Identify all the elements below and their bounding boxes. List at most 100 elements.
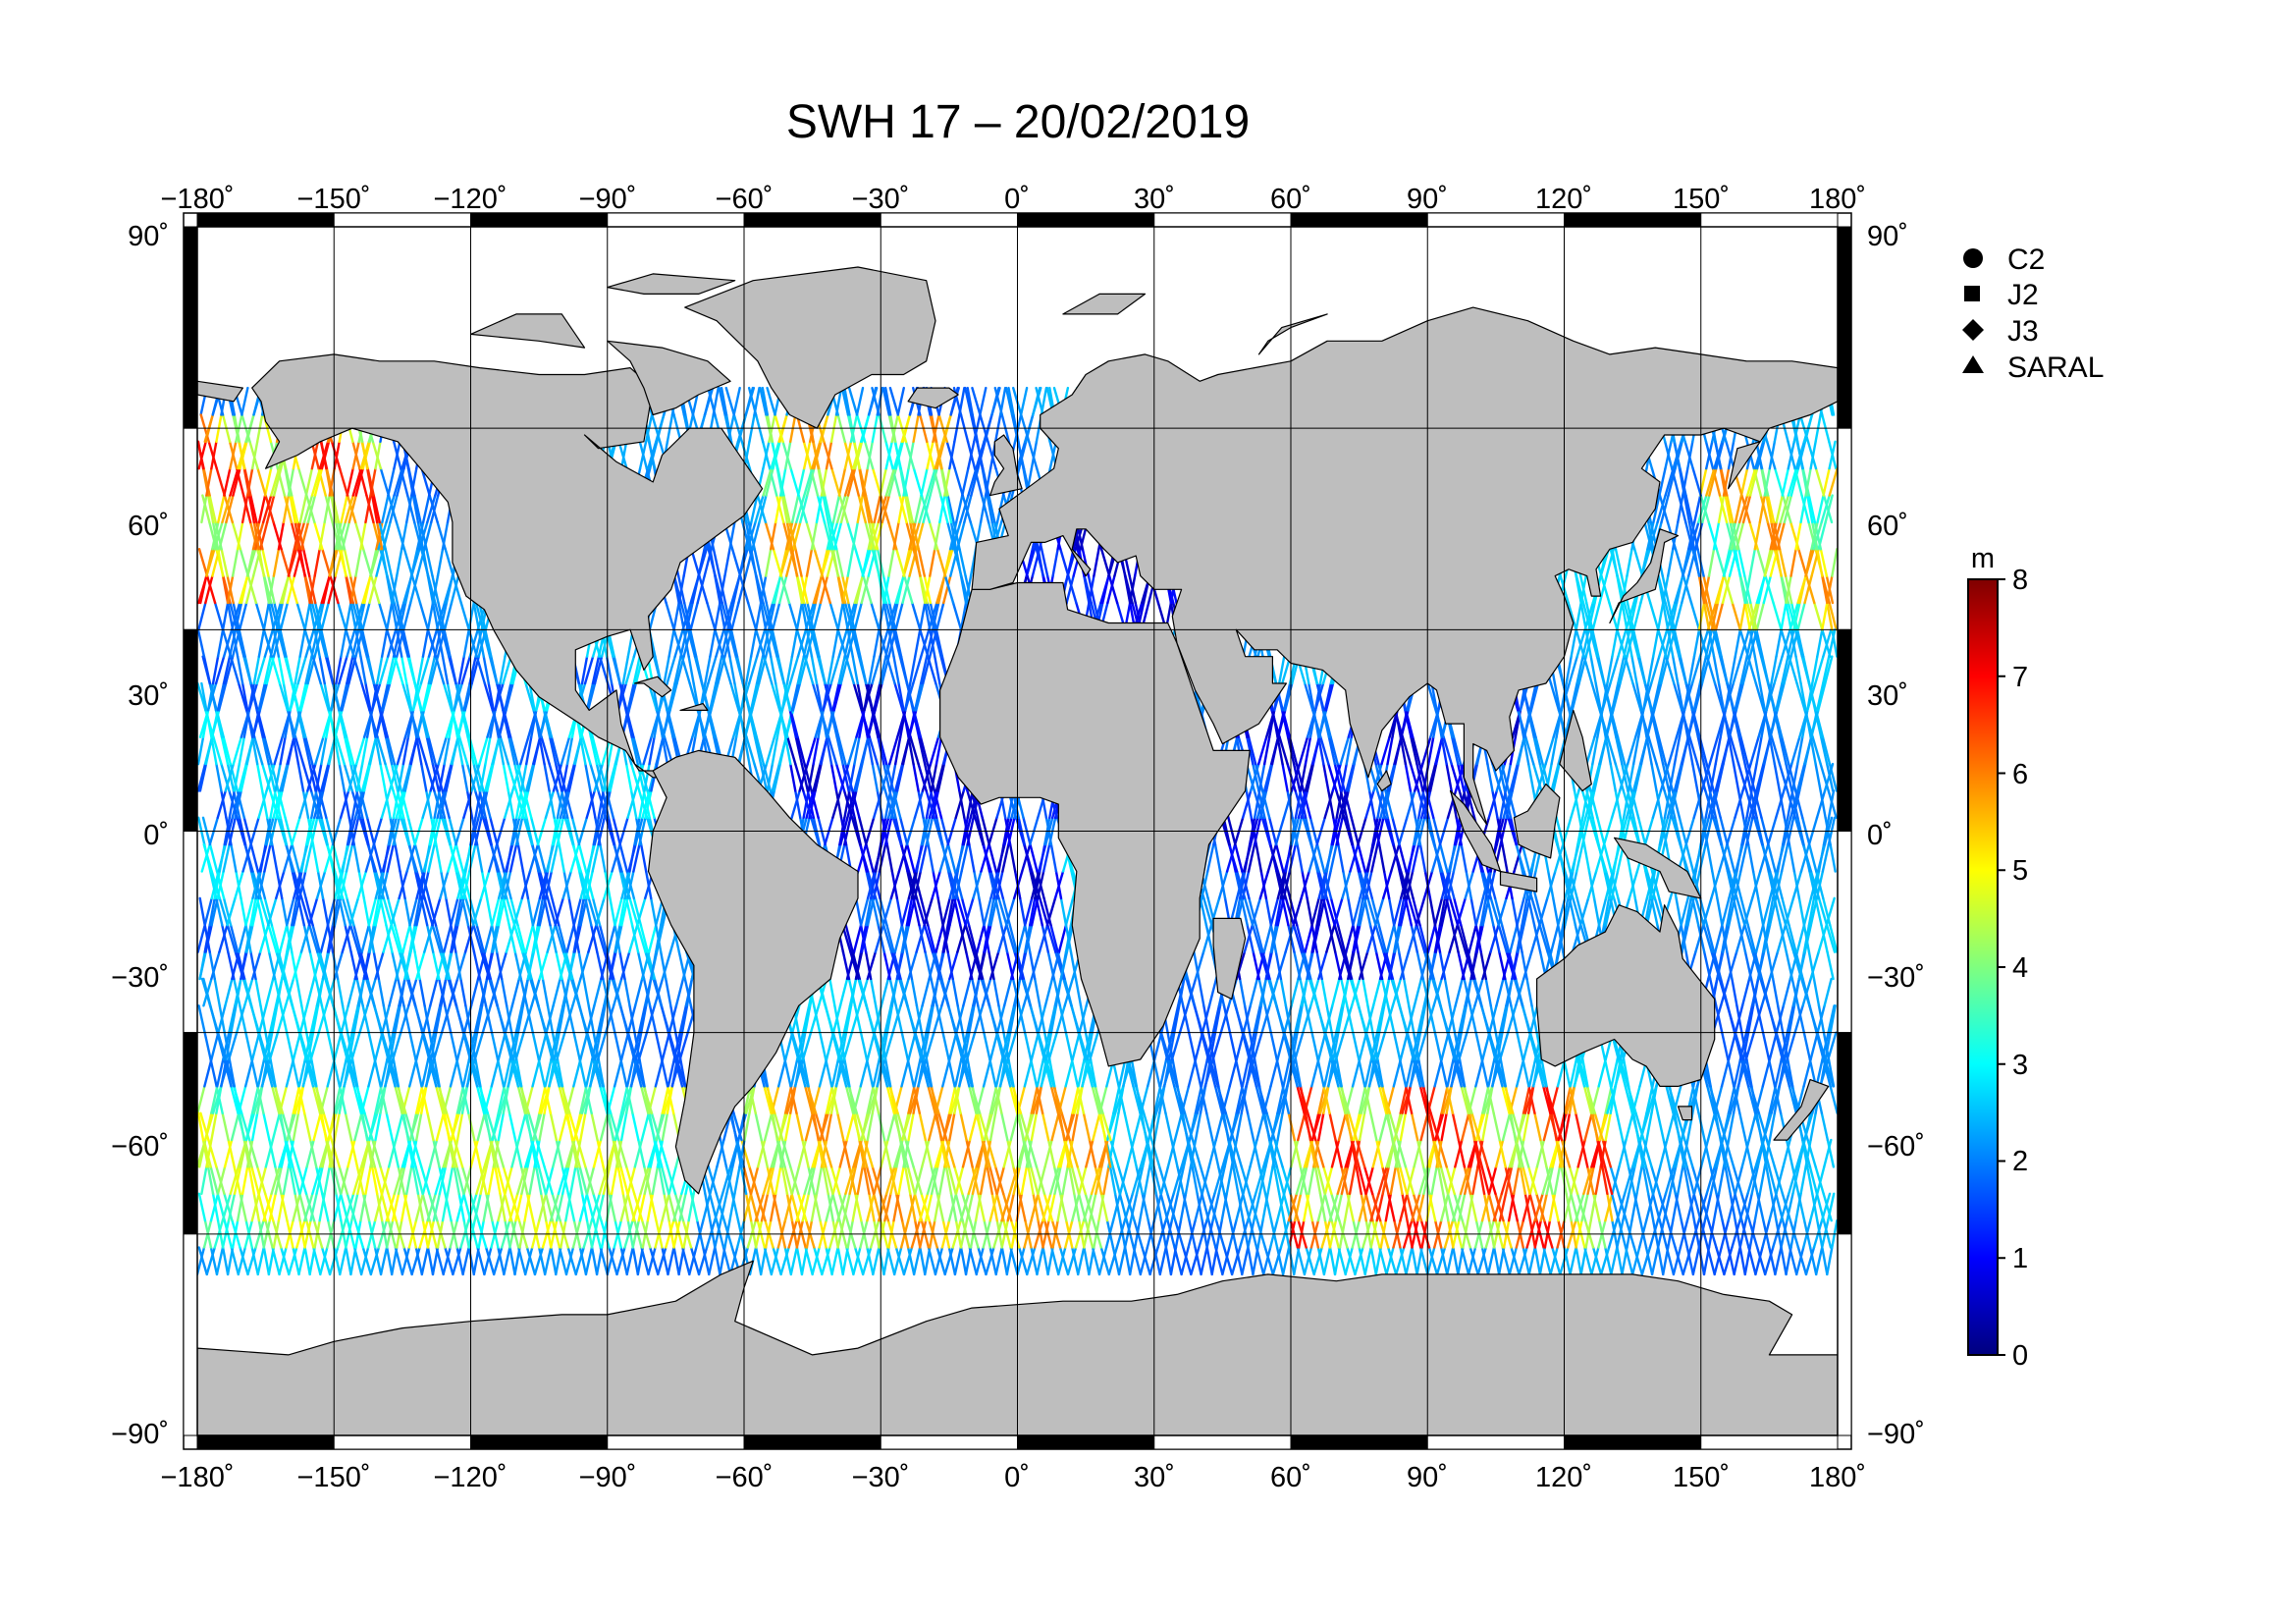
swh-track-segment (934, 1246, 944, 1276)
swh-track-segment (361, 601, 371, 631)
swh-track-segment (988, 842, 997, 873)
swh-track-segment (386, 735, 397, 766)
swh-track-segment (968, 1111, 979, 1142)
swh-track-segment (1317, 1031, 1327, 1061)
swh-track-segment (1392, 896, 1403, 927)
swh-track-segment (578, 1165, 588, 1196)
swh-track-segment (1324, 681, 1335, 712)
swh-track-segment (524, 924, 535, 953)
swh-track-segment (1310, 1057, 1320, 1088)
swh-track-segment (1582, 1085, 1593, 1114)
swh-track-segment (1228, 1057, 1238, 1088)
swh-track-segment (618, 842, 629, 873)
swh-track-segment (510, 977, 521, 1007)
swh-track-segment (1337, 1111, 1348, 1142)
swh-track-segment (558, 1085, 567, 1114)
swh-track-segment (1399, 1031, 1410, 1061)
swh-track-segment (1057, 924, 1068, 953)
swh-track-segment (435, 1111, 446, 1142)
swh-track-segment (763, 1085, 773, 1114)
swh-track-segment (860, 574, 870, 605)
swh-track-segment (1735, 681, 1744, 712)
swh-track-segment (324, 494, 334, 524)
swh-track-segment (865, 1165, 876, 1196)
swh-track-segment (516, 924, 526, 953)
swh-track-segment (1002, 977, 1013, 1007)
swh-track-segment (982, 1057, 992, 1088)
swh-track-segment (1726, 842, 1735, 873)
swh-track-segment (209, 1165, 219, 1196)
swh-track-segment (934, 950, 943, 981)
swh-track-segment (1740, 977, 1751, 1007)
swh-track-segment (367, 1057, 377, 1088)
swh-track-segment (305, 1138, 315, 1168)
swh-track-segment (1343, 950, 1354, 981)
swh-track-segment (1522, 1031, 1532, 1061)
swh-track-segment (892, 1246, 903, 1276)
swh-track-segment (1064, 896, 1075, 927)
swh-track-segment (476, 1111, 486, 1142)
swh-track-segment (292, 1165, 301, 1196)
swh-track-segment (851, 950, 861, 981)
swh-track-segment (1681, 574, 1690, 605)
swh-track-segment (934, 924, 944, 953)
swh-track-segment (263, 735, 273, 766)
swh-track-segment (844, 1085, 855, 1114)
swh-track-segment (1132, 1111, 1143, 1142)
swh-track-segment (646, 950, 657, 981)
swh-track-segment (1008, 924, 1019, 953)
swh-track-segment (1297, 1111, 1307, 1142)
swh-track-segment (1466, 789, 1476, 820)
swh-track-segment (1808, 842, 1818, 873)
swh-track-segment (1106, 574, 1116, 605)
swh-track-segment (481, 628, 492, 658)
swh-track-segment (332, 1165, 343, 1196)
swh-track-segment (1699, 1138, 1710, 1168)
swh-track-segment (1030, 1165, 1040, 1196)
swh-track-segment (1071, 1031, 1081, 1061)
swh-track-segment (1718, 494, 1729, 524)
swh-track-segment (1829, 1085, 1838, 1114)
swh-track-segment (844, 924, 854, 953)
swh-track-segment (791, 681, 802, 712)
swh-track-segment (1085, 1138, 1095, 1168)
swh-track-segment (1721, 896, 1731, 927)
swh-track-segment (812, 601, 823, 631)
swh-track-segment (1824, 655, 1834, 685)
swh-track-segment (1667, 467, 1677, 497)
swh-track-segment (359, 950, 369, 981)
swh-track-segment (661, 1031, 671, 1061)
swh-track-segment (229, 924, 240, 953)
swh-track-segment (1714, 924, 1724, 953)
swh-track-segment (1255, 924, 1264, 953)
swh-track-segment (508, 735, 519, 766)
swh-track-segment (516, 1085, 527, 1114)
swh-track-segment (1598, 574, 1608, 605)
swh-track-segment (1194, 1165, 1203, 1196)
swh-track-segment (1590, 1246, 1600, 1276)
swh-track-segment (1296, 1085, 1306, 1114)
swh-track-segment (279, 924, 289, 953)
swh-track-segment (606, 1246, 615, 1276)
swh-track-segment (1549, 1246, 1559, 1276)
swh-track-segment (1563, 1165, 1573, 1196)
swh-track-segment (1542, 1085, 1552, 1114)
swh-track-segment (1508, 1246, 1519, 1276)
swh-track-segment (197, 440, 207, 470)
swh-track-segment (1384, 950, 1395, 981)
swh-track-segment (579, 1031, 589, 1061)
swh-track-segment (415, 1031, 425, 1061)
swh-track-segment (278, 1246, 288, 1276)
swh-track-segment (1829, 924, 1838, 953)
swh-track-segment (394, 1111, 404, 1142)
swh-track-segment (1746, 924, 1756, 953)
swh-track-segment (1501, 1111, 1512, 1142)
swh-track-segment (401, 924, 411, 953)
swh-track-segment (880, 977, 890, 1007)
swh-track-segment (1173, 1111, 1184, 1142)
swh-track-segment (414, 1165, 424, 1196)
swh-track-segment (961, 1138, 972, 1168)
swh-track-segment (898, 494, 908, 524)
swh-track-segment (1056, 950, 1066, 981)
swh-track-segment (1049, 1085, 1060, 1114)
